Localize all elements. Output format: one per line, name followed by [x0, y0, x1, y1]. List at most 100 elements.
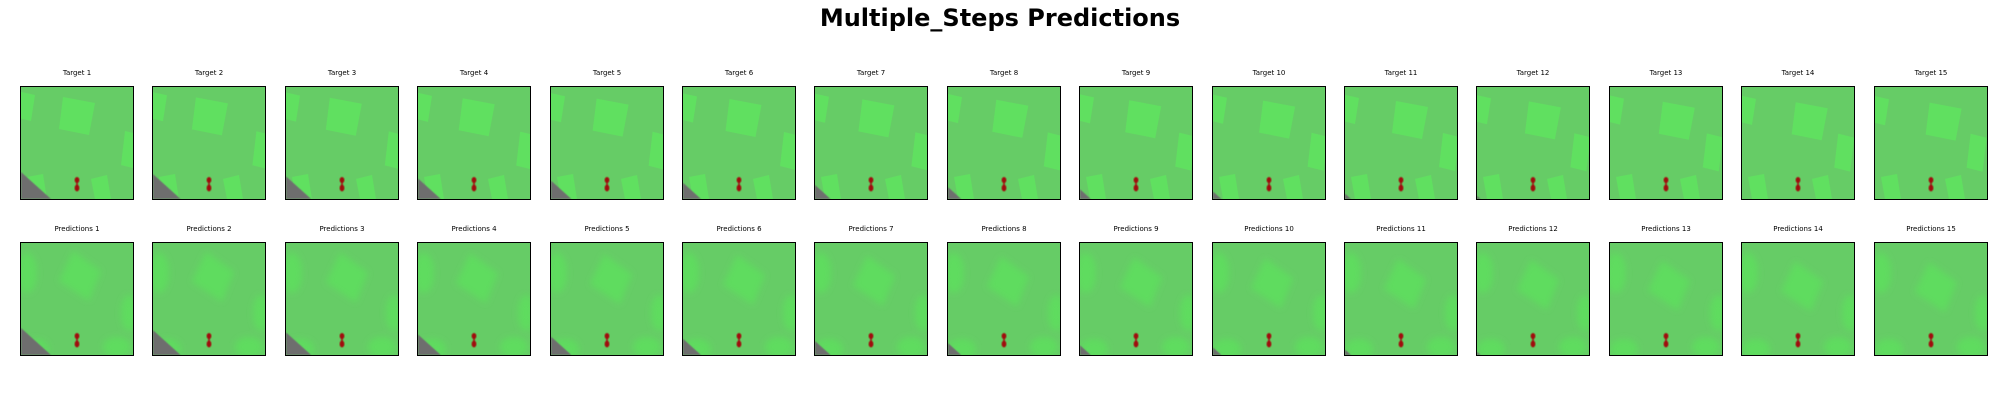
robot-marker [339, 177, 345, 192]
roof-layer [1213, 253, 1325, 355]
robot-marker [1266, 333, 1272, 348]
prediction-frame-image [1741, 242, 1855, 356]
prediction-cell: Predictions 8 [947, 225, 1061, 356]
target-frame-image [1212, 86, 1326, 200]
prediction-cell: Predictions 14 [1741, 225, 1855, 356]
target-cell: Target 13 [1609, 69, 1723, 200]
target-frame-title: Target 4 [459, 69, 489, 77]
prediction-frame-image [1609, 242, 1723, 356]
shadow-region [551, 336, 572, 355]
prediction-frame-title: Predictions 7 [848, 225, 894, 233]
target-cell: Target 4 [417, 69, 531, 200]
roof-layer [418, 92, 530, 199]
prediction-frame-title: Predictions 12 [1508, 225, 1558, 233]
shadow-region [153, 174, 181, 199]
roof-layer [948, 253, 1060, 355]
prediction-cell: Predictions 1 [20, 225, 134, 356]
target-frame-title: Target 12 [1516, 69, 1550, 77]
shadow-region [286, 176, 312, 199]
prediction-cell: Predictions 7 [814, 225, 928, 356]
robot-marker [1795, 333, 1801, 348]
roof-layer [948, 93, 1060, 199]
robot-marker [1530, 177, 1536, 192]
target-cell: Target 12 [1476, 69, 1590, 200]
target-cell: Target 15 [1874, 69, 1988, 200]
robot-marker [1133, 177, 1139, 192]
shadow-region [21, 328, 51, 355]
shadow-region [551, 180, 572, 199]
target-frame-image [1476, 86, 1590, 200]
shadow-region [418, 178, 441, 199]
prediction-cell: Predictions 2 [152, 225, 266, 356]
robot-marker [1928, 177, 1934, 192]
target-frame-title: Target 14 [1781, 69, 1815, 77]
shadow-region [1080, 345, 1091, 355]
target-frame-image [152, 86, 266, 200]
target-frame-image [682, 86, 796, 200]
target-frame-image [550, 86, 664, 200]
prediction-cell: Predictions 5 [550, 225, 664, 356]
robot-marker [471, 333, 477, 348]
robot-marker [1133, 333, 1139, 348]
target-cell: Target 2 [152, 69, 266, 200]
roof-layer [815, 253, 927, 355]
roof-layer [1742, 253, 1854, 355]
roof-layer [815, 93, 927, 199]
prediction-frame-title: Predictions 6 [716, 225, 762, 233]
prediction-frame-title: Predictions 9 [1113, 225, 1159, 233]
prediction-cell: Predictions 15 [1874, 225, 1988, 356]
shadow-region [21, 172, 51, 199]
target-cell: Target 1 [20, 69, 134, 200]
robot-marker [206, 177, 212, 192]
robot-marker [736, 333, 742, 348]
robot-marker [206, 333, 212, 348]
target-frame-title: Target 15 [1914, 69, 1948, 77]
prediction-cell: Predictions 11 [1344, 225, 1458, 356]
robot-marker [1398, 333, 1404, 348]
roof-layer [1345, 94, 1457, 199]
target-cell: Target 5 [550, 69, 664, 200]
prediction-frame-image [20, 242, 134, 356]
roof-layer [1610, 95, 1722, 199]
target-frame-image [417, 86, 531, 200]
roof-layer [418, 253, 530, 355]
target-frame-image [1874, 86, 1988, 200]
shadow-region [1213, 191, 1222, 199]
prediction-frame-title: Predictions 13 [1641, 225, 1691, 233]
prediction-frame-title: Predictions 5 [584, 225, 630, 233]
prediction-frame-image [1212, 242, 1326, 356]
target-frame-title: Target 7 [856, 69, 886, 77]
target-frame-title: Target 9 [1121, 69, 1151, 77]
prediction-frame-title: Predictions 8 [981, 225, 1027, 233]
target-cell: Target 6 [682, 69, 796, 200]
robot-marker [1266, 177, 1272, 192]
prediction-frame-title: Predictions 2 [186, 225, 232, 233]
prediction-frame-image [814, 242, 928, 356]
shadow-region [948, 343, 962, 355]
shadow-region [286, 332, 312, 355]
figure-title: Multiple_Steps Predictions [819, 4, 1181, 32]
prediction-cell: Predictions 9 [1079, 225, 1193, 356]
target-frame-title: Target 1 [62, 69, 92, 77]
roof-layer [1080, 94, 1192, 199]
shadow-region [153, 330, 181, 355]
robot-marker [868, 177, 874, 192]
prediction-frame-image [285, 242, 399, 356]
robot-marker [1398, 177, 1404, 192]
roof-layer [1875, 253, 1987, 355]
roof-layer [1477, 253, 1589, 355]
shadow-region [948, 187, 962, 199]
robot-marker [604, 333, 610, 348]
prediction-frame-title: Predictions 3 [319, 225, 365, 233]
prediction-frame-image [550, 242, 664, 356]
robot-marker [74, 177, 80, 192]
shadow-region [1213, 347, 1222, 355]
robot-marker [1928, 333, 1934, 348]
prediction-frame-image [1344, 242, 1458, 356]
target-frame-title: Target 8 [989, 69, 1019, 77]
target-frame-title: Target 10 [1252, 69, 1286, 77]
prediction-cell: Predictions 4 [417, 225, 531, 356]
robot-marker [604, 177, 610, 192]
robot-marker [1001, 333, 1007, 348]
